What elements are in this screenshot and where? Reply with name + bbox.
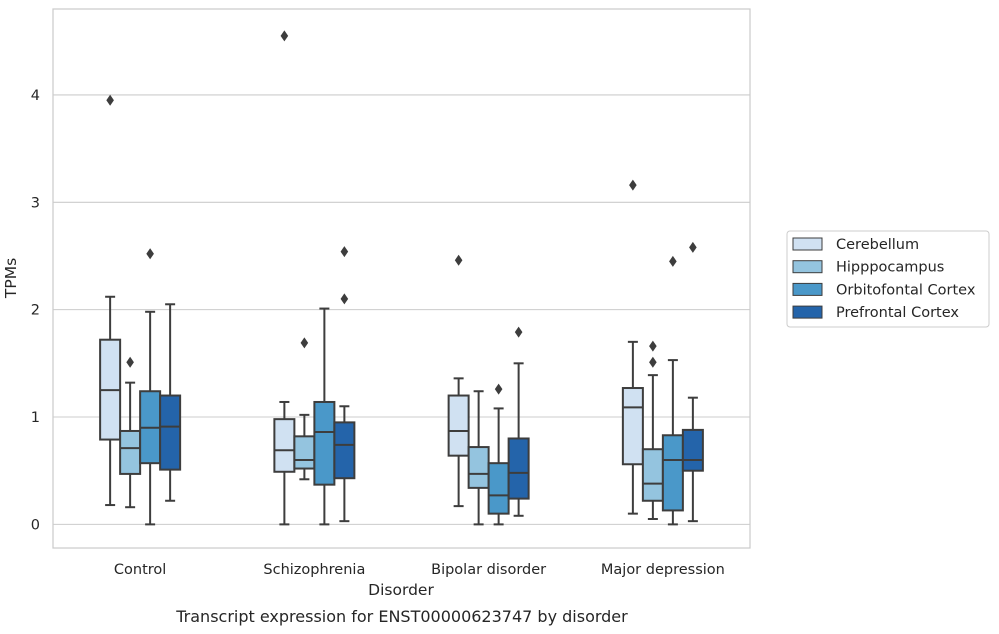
- box-iqr: [293, 435, 316, 470]
- legend-label: Hipppocampus: [836, 260, 944, 276]
- legend-swatch: [792, 282, 823, 296]
- legend-item: Hipppocampus: [792, 260, 944, 276]
- x-tick-label: Control: [114, 562, 166, 578]
- outlier-point: [649, 340, 657, 352]
- box-iqr: [313, 400, 336, 486]
- box-iqr: [487, 462, 510, 515]
- box-iqr: [641, 448, 664, 502]
- box-plot: [119, 356, 142, 509]
- x-tick-label: Bipolar disorder: [431, 562, 546, 578]
- legend-label: Cerebellum: [836, 237, 919, 253]
- outlier-point: [106, 94, 114, 106]
- outlier-point: [454, 254, 463, 266]
- outlier-point: [514, 326, 523, 338]
- legend-item: Prefrontal Cortex: [792, 305, 959, 321]
- box-iqr: [273, 418, 296, 473]
- box-group: [621, 179, 704, 526]
- box-plot: [447, 254, 470, 508]
- y-tick-label: 0: [31, 517, 40, 533]
- x-tick-labels: Control Schizophrenia Bipolar disorder Majo…: [114, 562, 725, 578]
- outlier-point: [649, 356, 657, 368]
- legend-label: Prefrontal Cortex: [836, 305, 959, 321]
- y-tick-labels: 0 1 2 3 4: [31, 88, 40, 533]
- box-iqr: [681, 428, 704, 472]
- legend-swatch: [792, 237, 823, 251]
- box-group: [99, 94, 182, 526]
- x-axis-title: Disorder: [368, 581, 434, 599]
- chart-title: Transcript expression for ENST0000062374…: [175, 607, 628, 626]
- outlier-point: [689, 241, 697, 253]
- box-plot: [313, 307, 336, 526]
- box-iqr: [159, 394, 182, 471]
- box-iqr: [467, 446, 490, 489]
- legend-swatch: [792, 260, 823, 274]
- outlier-point: [300, 337, 309, 349]
- y-tick-label: 2: [31, 303, 40, 319]
- box-plot: [507, 326, 530, 517]
- box-plot: [293, 337, 316, 481]
- y-tick-label: 3: [31, 195, 40, 211]
- outlier-point: [280, 30, 289, 42]
- outlier-point: [340, 293, 349, 305]
- box-plot: [621, 179, 644, 515]
- box-iqr: [507, 437, 530, 500]
- y-axis-title: TPMs: [2, 258, 20, 299]
- outlier-point: [669, 255, 677, 267]
- y-tick-label: 4: [31, 88, 40, 104]
- box-iqr: [621, 387, 644, 466]
- legend-item: Cerebellum: [792, 237, 919, 253]
- box-plot: [159, 303, 182, 502]
- y-tick-label: 1: [31, 410, 40, 426]
- plot-area-frame: [52, 8, 751, 549]
- box-iqr: [333, 421, 356, 480]
- box-group: [447, 254, 530, 526]
- box-groups: [99, 30, 704, 526]
- box-plot: [641, 340, 664, 521]
- outlier-point: [146, 248, 154, 260]
- legend-frame: [786, 230, 990, 328]
- box-plot: [487, 383, 510, 526]
- box-plot: [661, 255, 684, 526]
- box-iqr: [119, 429, 142, 475]
- legend-swatch: [792, 305, 823, 319]
- outlier-point: [340, 246, 349, 258]
- box-iqr: [447, 394, 470, 457]
- x-tick-label: Major depression: [601, 562, 725, 578]
- legend: Cerebellum Hipppocampus Orbitofontal Corte…: [786, 230, 990, 328]
- box-plot: [681, 241, 704, 523]
- legend-label: Orbitofontal Cortex: [836, 282, 976, 298]
- box-plot: [273, 30, 296, 526]
- outlier-point: [629, 179, 637, 191]
- box-plot: [333, 246, 356, 523]
- box-group: [273, 30, 356, 526]
- box-iqr: [661, 434, 684, 512]
- box-plot: [467, 390, 490, 526]
- box-plot: [99, 94, 122, 507]
- outlier-point: [494, 383, 503, 395]
- outlier-point: [126, 356, 134, 368]
- x-tick-label: Schizophrenia: [263, 562, 365, 578]
- box-plot: [139, 248, 162, 526]
- legend-item: Orbitofontal Cortex: [792, 282, 976, 298]
